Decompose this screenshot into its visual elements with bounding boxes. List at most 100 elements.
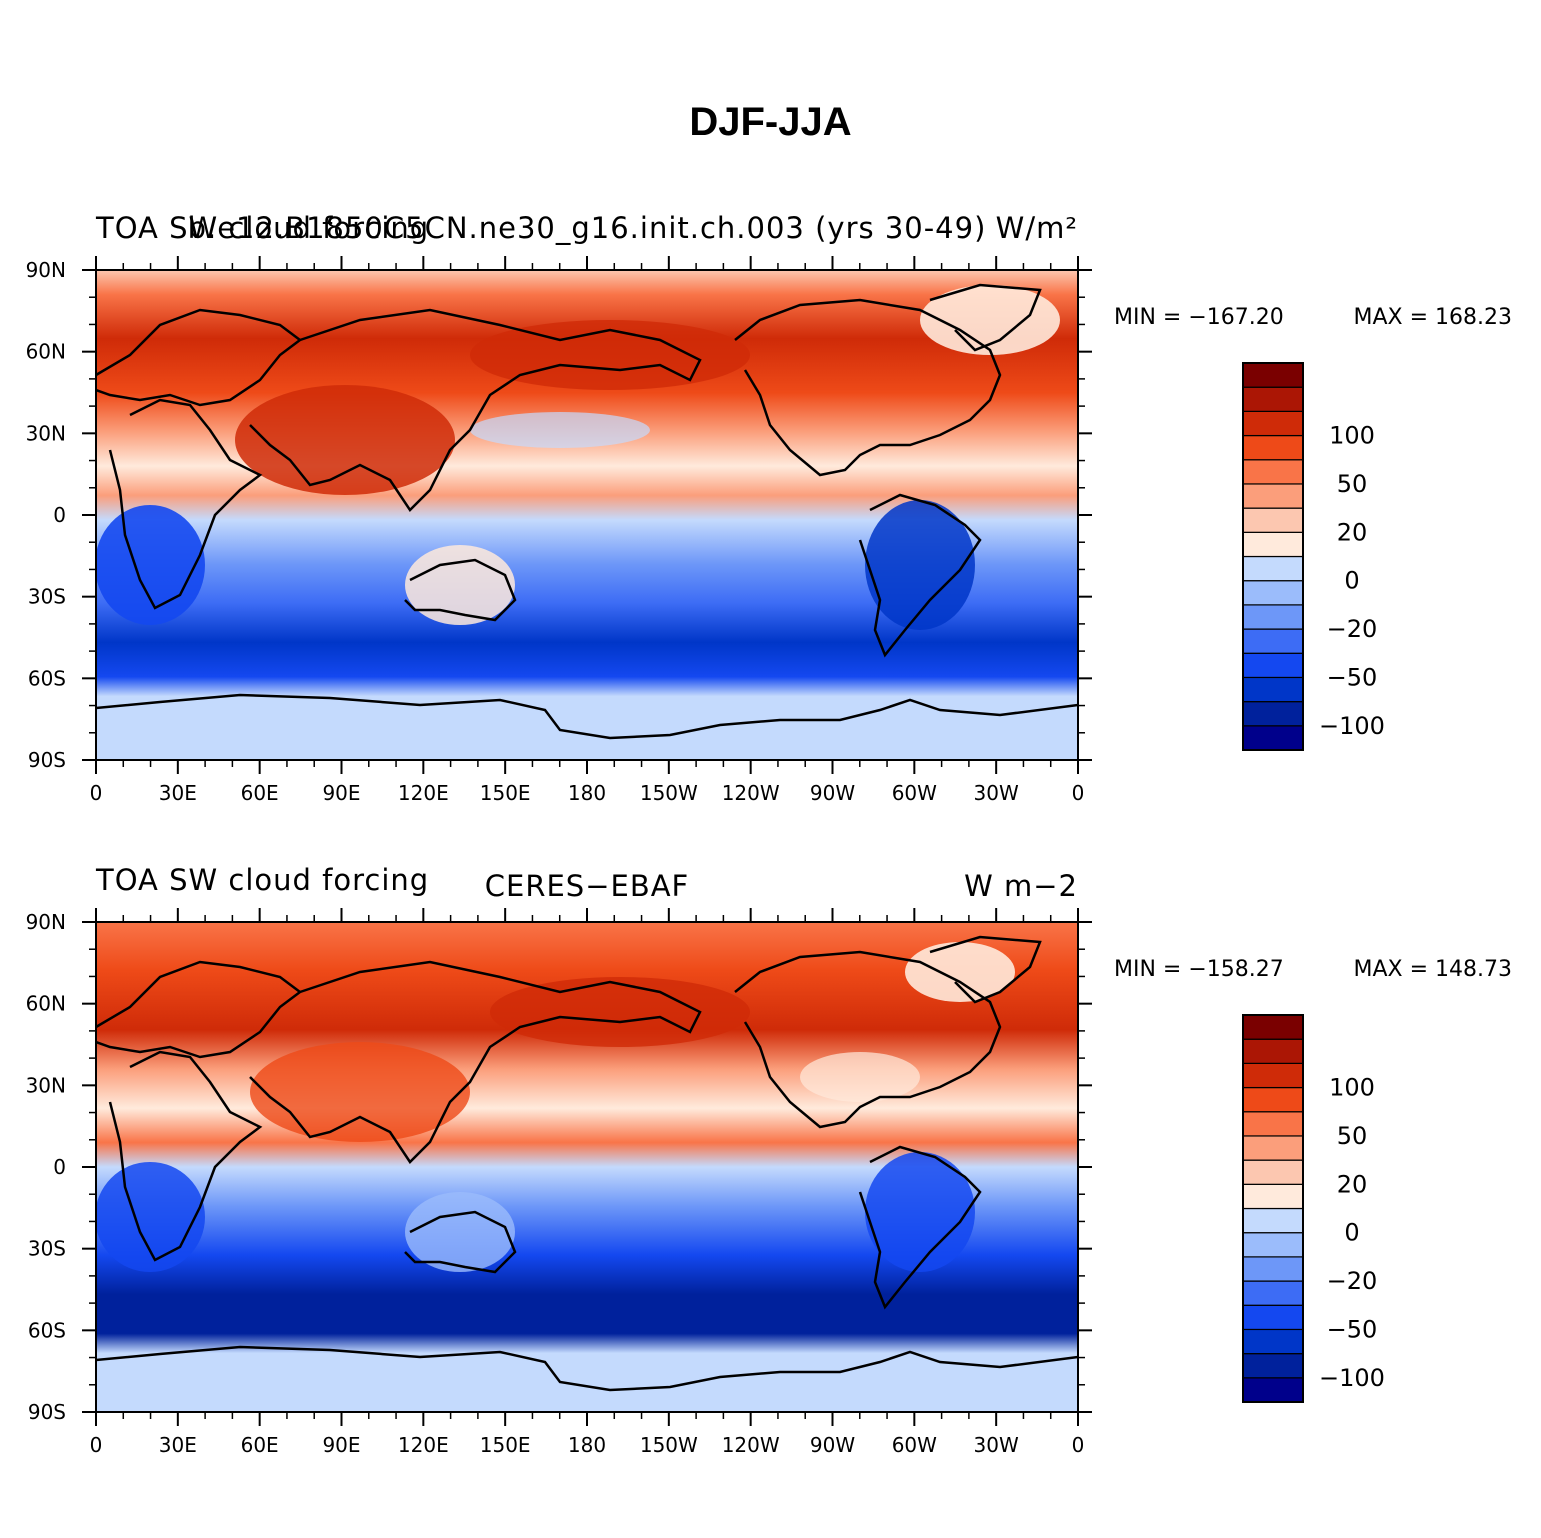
field-blob <box>865 1152 975 1272</box>
colorbar-swatch <box>1242 725 1304 751</box>
colorbar-swatch <box>1242 1159 1304 1185</box>
lat-tick-label: 30S <box>28 585 66 609</box>
colorbar-swatch <box>1242 1353 1304 1379</box>
coastlines <box>96 935 1078 1392</box>
colorbar-frame <box>1242 362 1304 751</box>
coastline-asia <box>249 308 702 512</box>
axis-tick-labels: 90N 60N 30N 0 30S 60S 90S 0 30E 60E 90E 120E 150E 180… <box>26 910 1085 1457</box>
colorbar-swatch <box>1242 1111 1304 1137</box>
coastline-africa <box>108 1050 263 1262</box>
min-label: MIN = −158.27 <box>1114 957 1284 982</box>
lat-tick-label: 0 <box>53 1155 66 1179</box>
coastline-eurasia-west <box>96 308 303 407</box>
colorbar-swatch <box>1242 555 1304 582</box>
colorbar-swatch <box>1242 652 1304 679</box>
field-blob <box>905 942 1015 1002</box>
colorbar-swatch <box>1242 1256 1304 1282</box>
lat-tick-label: 0 <box>53 503 66 527</box>
colorbar-swatch <box>1242 483 1304 509</box>
lon-tick-label: 60E <box>241 1433 279 1457</box>
colorbar-label: 100 <box>1329 1074 1375 1102</box>
colorbar-swatch <box>1242 362 1304 388</box>
lon-tick-label: 0 <box>90 781 103 805</box>
lon-tick-label: 120E <box>398 1433 449 1457</box>
coastline-south-america <box>858 493 982 658</box>
lon-tick-label: 60E <box>241 781 279 805</box>
lon-tick-label: 60W <box>892 1433 937 1457</box>
colorbar-label: −20 <box>1327 1267 1378 1295</box>
map-panel-obs: 90N 60N 30N 0 30S 60S 90S 0 30E 60E 90E 120E 150E 180… <box>26 863 1512 1457</box>
axis-ticks <box>82 908 1092 1426</box>
lon-tick-label: 0 <box>1072 781 1085 805</box>
min-label: MIN = −167.20 <box>1114 305 1284 330</box>
colorbar-label: 50 <box>1337 1122 1368 1150</box>
colorbar-swatch <box>1242 1183 1304 1210</box>
lon-tick-label: 30E <box>159 781 197 805</box>
panel-center-title: CERES−EBAF <box>485 869 690 903</box>
colorbar-label: 0 <box>1344 1219 1359 1247</box>
coastline-north-america <box>734 950 1002 1129</box>
colorbar: 100 50 20 0 −20 −50 −100 <box>1242 362 1385 751</box>
coastline-eurasia-west <box>96 960 303 1059</box>
colorbar-label: 100 <box>1329 422 1375 450</box>
colorbar-label: −50 <box>1327 663 1378 691</box>
colorbar-label: 0 <box>1344 567 1359 595</box>
colorbar-swatch <box>1242 1135 1304 1161</box>
coastlines <box>96 283 1078 740</box>
coastline-australia <box>404 1210 517 1274</box>
lat-tick-label: 60N <box>26 992 66 1016</box>
coastline-greenland <box>929 283 1042 352</box>
max-label: MAX = 168.23 <box>1353 305 1512 330</box>
lat-tick-label: 90S <box>28 748 66 772</box>
map-panel-model: 90N 60N 30N 0 30S 60S 90S 0 30E 60E 90E 120E 150E 180… <box>26 211 1512 805</box>
coastline-antarctica <box>96 693 1078 740</box>
colorbar-frame <box>1242 1014 1304 1403</box>
coastline-north-america <box>734 298 1002 477</box>
colorbar-swatch <box>1242 628 1304 654</box>
field-blob <box>96 505 205 625</box>
lon-tick-label: 30W <box>974 1433 1019 1457</box>
panel-units: W/m² <box>996 211 1078 245</box>
colorbar-swatch <box>1242 1062 1304 1089</box>
colorbar-swatch <box>1242 580 1304 606</box>
lon-tick-label: 120W <box>722 1433 780 1457</box>
colorbar-swatch <box>1242 701 1304 727</box>
colorbar-label: −20 <box>1327 615 1378 643</box>
lat-tick-label: 90S <box>28 1400 66 1424</box>
coastline-africa <box>108 398 263 610</box>
colorbar-swatch <box>1242 507 1304 533</box>
colorbar-swatch <box>1242 386 1304 412</box>
colorbar-swatch <box>1242 676 1304 703</box>
colorbar-label: −50 <box>1327 1315 1378 1343</box>
field-blob <box>920 285 1060 355</box>
lat-tick-label: 30S <box>28 1237 66 1261</box>
lon-tick-label: 90E <box>322 781 360 805</box>
colorbar-swatch <box>1242 1086 1304 1113</box>
colorbar-swatch <box>1242 1232 1304 1258</box>
colorbar-swatch <box>1242 1377 1304 1403</box>
axis-tick-labels: 90N 60N 30N 0 30S 60S 90S 0 30E 60E 90E 120E 150E 180… <box>26 258 1085 805</box>
colorbar-swatch <box>1242 1014 1304 1040</box>
colorbar: 100 50 20 0 −20 −50 −100 <box>1242 1014 1385 1403</box>
panel-left-title: TOA SW cloud forcing <box>95 211 429 245</box>
lon-tick-label: 150W <box>640 1433 698 1457</box>
lat-tick-label: 60S <box>28 666 66 690</box>
lon-tick-label: 120W <box>722 781 780 805</box>
axis-ticks <box>82 256 1092 774</box>
colorbar-label: 20 <box>1337 518 1368 546</box>
lat-tick-label: 60S <box>28 1318 66 1342</box>
field-blob <box>250 1042 470 1142</box>
field-blob <box>470 412 650 448</box>
lon-tick-label: 0 <box>1072 1433 1085 1457</box>
lon-tick-label: 90W <box>810 781 855 805</box>
figure-title: DJF-JJA <box>689 100 852 144</box>
lon-tick-label: 180 <box>568 781 606 805</box>
coastline-greenland <box>929 935 1042 1004</box>
coastline-antarctica <box>96 1345 1078 1392</box>
colorbar-label: −100 <box>1319 1364 1385 1392</box>
colorbar-swatch <box>1242 1038 1304 1064</box>
field-blob <box>470 320 750 390</box>
panel-units: W m−2 <box>964 869 1078 903</box>
coastline-australia <box>404 558 517 622</box>
colorbar-swatch <box>1242 531 1304 558</box>
